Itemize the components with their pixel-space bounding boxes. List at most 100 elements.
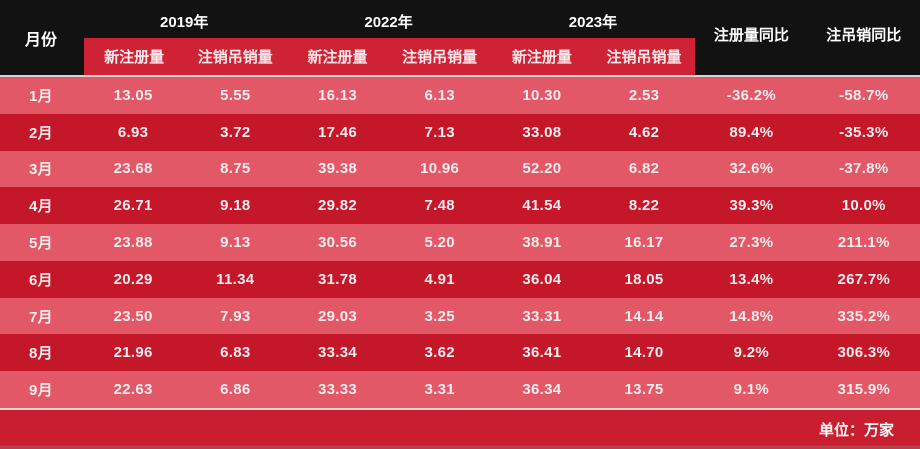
table-row: 6月 20.29 11.34 31.78 4.91 36.04 18.05 13.4% 267.… [0, 260, 920, 298]
table-row: 9月 22.63 6.86 33.33 3.31 36.34 13.75 9.1% 315.9% [0, 371, 920, 408]
month-cell: 9月 [29, 382, 53, 400]
value-cell: 52.20 [522, 160, 562, 178]
value-cell: 7.48 [424, 197, 455, 215]
value-cell: -37.8% [839, 160, 889, 178]
table-row: 2月 6.93 3.72 17.46 7.13 33.08 4.62 89.4% -35.3% [0, 113, 920, 151]
value-cell: 13.4% [729, 270, 774, 288]
year-group-2022: 2022年 [364, 13, 413, 31]
value-cell: 11.34 [216, 270, 255, 288]
value-cell: 18.05 [624, 270, 664, 288]
footer-separator [0, 408, 920, 410]
value-cell: 13.05 [113, 86, 153, 104]
value-cell: 16.13 [317, 86, 357, 104]
value-cell: 31.78 [317, 270, 357, 288]
value-cell: 10.30 [522, 86, 562, 104]
yoy-registrations-header: 注册量同比 [713, 27, 789, 44]
value-cell: 38.91 [522, 233, 562, 251]
table-body: 1月 13.05 5.55 16.13 6.13 10.30 2.53 -36.2% -58.7… [0, 77, 920, 408]
value-cell: 22.63 [113, 381, 153, 399]
value-cell: 8.22 [628, 197, 660, 215]
value-cell: 23.68 [113, 160, 153, 178]
value-cell: 6.82 [628, 160, 660, 178]
subheader-deregistrations-2022: 注销吊销量 [388, 38, 491, 75]
month-column-header: 月份 [24, 31, 57, 49]
table-row: 8月 21.96 6.83 33.34 3.62 36.41 14.70 9.2% 306.3% [0, 334, 920, 372]
value-cell: 39.38 [317, 160, 357, 178]
value-cell: 9.18 [220, 197, 251, 215]
value-cell: 5.55 [220, 86, 251, 104]
table-row: 1月 13.05 5.55 16.13 6.13 10.30 2.53 -36.2% -58.7… [0, 77, 920, 114]
table-row: 4月 26.71 9.18 29.82 7.48 41.54 8.22 39.3% 10.0% [0, 187, 920, 225]
value-cell: 6.13 [424, 86, 455, 104]
value-cell: 89.4% [729, 123, 774, 141]
value-cell: 3.25 [424, 307, 455, 325]
value-cell: 27.3% [729, 233, 774, 251]
value-cell: 10.0% [841, 197, 886, 215]
year-group-2023: 2023年 [568, 13, 618, 31]
value-cell: 6.93 [117, 123, 149, 141]
value-cell: 30.56 [317, 233, 357, 251]
subheader-new-registrations-2023: 新注册量 [490, 38, 593, 75]
subheader-deregistrations-2019: 注销吊销量 [184, 38, 287, 75]
value-cell: 10.96 [420, 160, 460, 178]
value-cell: 14.70 [624, 344, 664, 362]
value-cell: 9.1% [733, 381, 770, 399]
value-cell: 9.2% [733, 344, 770, 362]
value-cell: 6.83 [220, 344, 251, 362]
value-cell: 267.7% [837, 270, 891, 288]
value-cell: 335.2% [837, 307, 891, 325]
subheader-new-registrations-2022: 新注册量 [286, 38, 389, 75]
value-cell: 32.6% [729, 160, 774, 178]
value-cell: 14.14 [624, 307, 664, 325]
value-cell: 36.34 [522, 381, 562, 399]
value-cell: 211.1% [837, 233, 890, 251]
value-cell: 36.41 [522, 344, 562, 362]
month-cell: 6月 [29, 271, 53, 289]
value-cell: 17.46 [317, 123, 357, 141]
value-cell: 39.3% [729, 197, 774, 215]
table-footer: 单位：万家 [0, 410, 920, 449]
value-cell: 7.93 [220, 307, 251, 325]
value-cell: 23.50 [113, 307, 153, 325]
unit-note: 单位：万家 [818, 422, 894, 439]
value-cell: 26.71 [113, 197, 153, 215]
table-header: 月份 2019年 2022年 2023年 新注册量 注销吊销量 新注册量 注销吊… [0, 0, 920, 75]
value-cell: 33.34 [317, 344, 357, 362]
value-cell: 3.31 [424, 381, 455, 399]
value-cell: 13.75 [624, 381, 664, 399]
value-cell: 33.31 [522, 307, 562, 325]
value-cell: 4.91 [424, 270, 455, 288]
month-cell: 8月 [29, 345, 53, 363]
value-cell: 8.75 [220, 160, 251, 178]
yoy-deregistrations-header: 注吊销同比 [826, 27, 902, 44]
value-cell: 23.88 [113, 233, 153, 251]
value-cell: 29.82 [317, 197, 357, 215]
subheader-new-registrations-2019: 新注册量 [82, 38, 185, 75]
value-cell: 36.04 [522, 270, 562, 288]
value-cell: 9.13 [220, 233, 251, 251]
value-cell: 33.33 [317, 381, 357, 399]
value-cell: 3.62 [424, 344, 455, 362]
value-cell: 315.9% [837, 381, 891, 399]
month-cell: 2月 [29, 124, 53, 142]
value-cell: 5.20 [424, 233, 455, 251]
value-cell: 4.62 [628, 123, 660, 141]
value-cell: 29.03 [317, 307, 357, 325]
table-row: 3月 23.68 8.75 39.38 10.96 52.20 6.82 32.6% -37.8… [0, 150, 920, 188]
year-group-2019: 2019年 [160, 13, 209, 31]
value-cell: 16.17 [624, 233, 664, 251]
value-cell: 6.86 [220, 381, 251, 399]
value-cell: 21.96 [113, 344, 153, 362]
month-cell: 4月 [29, 198, 53, 216]
value-cell: 33.08 [522, 123, 562, 141]
value-cell: 3.72 [220, 123, 251, 141]
month-cell: 5月 [29, 234, 53, 252]
table-row: 5月 23.88 9.13 30.56 5.20 38.91 16.17 27.3% 211.1… [0, 224, 920, 261]
value-cell: 20.29 [113, 270, 153, 288]
value-cell: 7.13 [424, 123, 455, 141]
value-cell: -35.3% [839, 123, 889, 141]
value-cell: 41.54 [522, 197, 562, 215]
subheader-deregistrations-2023: 注销吊销量 [592, 38, 696, 75]
value-cell: 306.3% [837, 344, 891, 362]
